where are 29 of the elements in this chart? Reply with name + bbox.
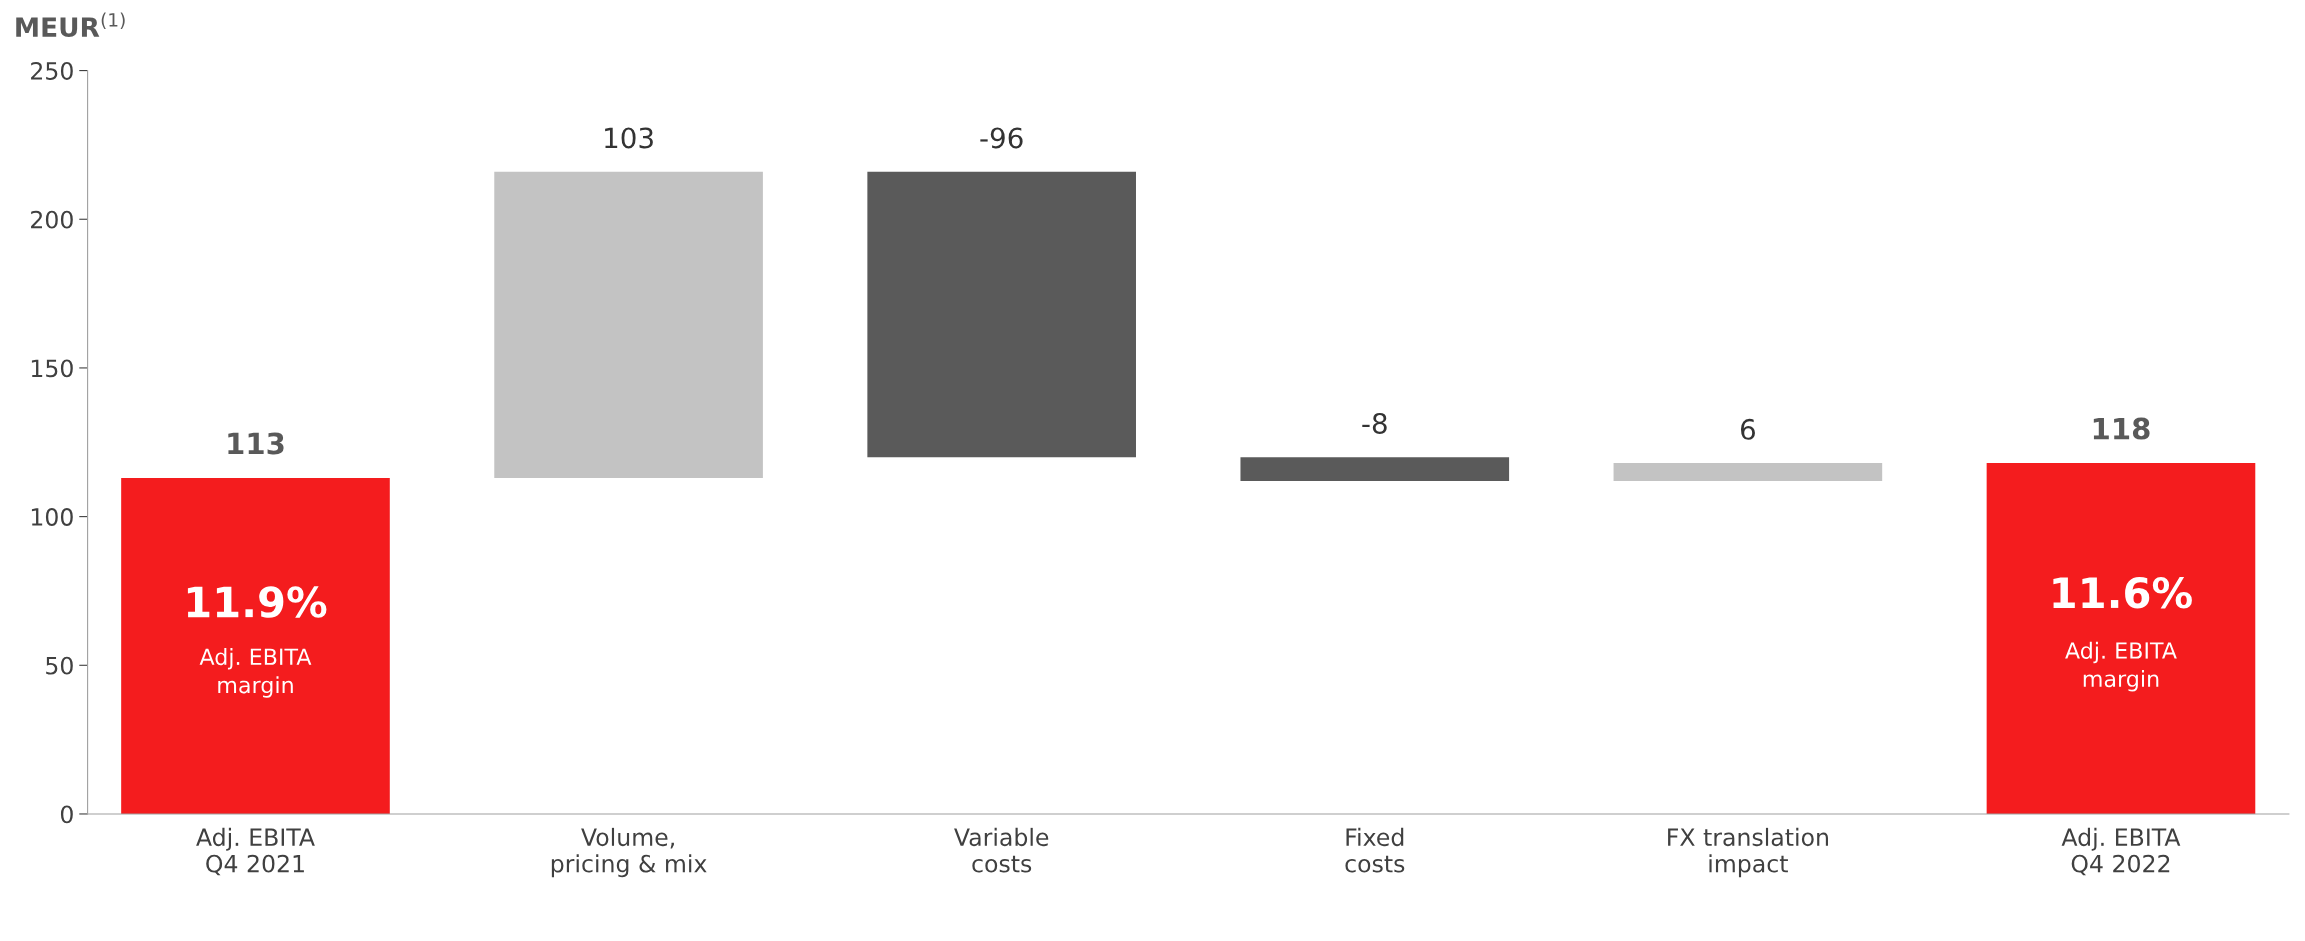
data-label: 6 [1740, 418, 1755, 440]
data-label: -8 [1362, 412, 1387, 434]
x-tick-label: Adj. EBITA Q4 2022 [2061, 827, 2181, 876]
y-tick-label: 50 [46, 656, 73, 675]
annotation: Adj. EBITA margin [2065, 641, 2177, 692]
x-tick-label: Volume, pricing & mix [551, 827, 707, 878]
bar [121, 477, 390, 814]
y-tick-label: 100 [31, 508, 73, 526]
bar [1613, 463, 1883, 481]
y-tick-label: 200 [31, 210, 73, 229]
x-tick-label: Adj. EBITA Q4 2021 [196, 827, 315, 876]
data-label: 103 [605, 127, 653, 149]
y-tick-label: 150 [31, 359, 73, 378]
annotation: 11.9% [187, 586, 327, 618]
x-tick-label: Fixed costs [1345, 827, 1405, 873]
bar [494, 171, 763, 478]
data-label: -96 [980, 127, 1023, 149]
data-label: 118 [2093, 417, 2150, 440]
bar [1240, 457, 1510, 481]
annotation: Adj. EBITA margin [199, 647, 312, 698]
y-axis-title: MEUR$^{(1)}$ [16, 12, 125, 38]
annotation: 11.6% [2053, 576, 2192, 609]
bar [867, 171, 1136, 458]
y-tick-label: 0 [60, 805, 73, 824]
data-label: 113 [228, 432, 284, 455]
x-tick-label: FX translation impact [1668, 827, 1828, 878]
x-tick-label: Variable costs [954, 827, 1049, 873]
bar [1986, 463, 2256, 814]
y-tick-label: 250 [31, 62, 73, 80]
